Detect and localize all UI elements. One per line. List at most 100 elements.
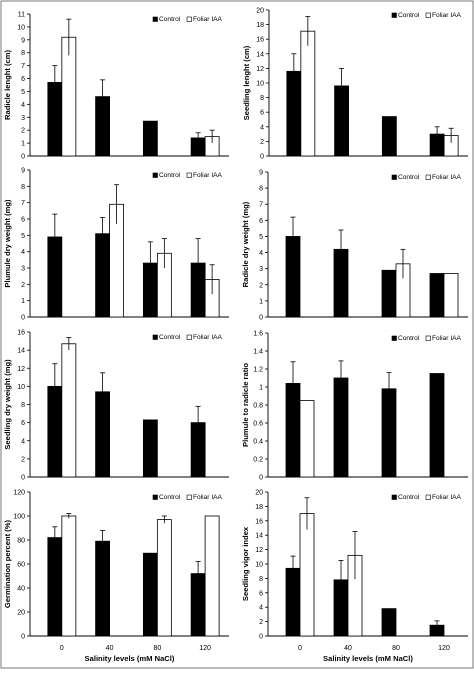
x-tick-label: 80 bbox=[153, 645, 161, 652]
bar-foliar bbox=[61, 515, 77, 637]
y-tick-label: 1 bbox=[21, 141, 25, 148]
legend-swatch-foliar bbox=[186, 334, 192, 340]
x-tick-label: 0 bbox=[60, 645, 64, 652]
y-tick-label: 6 bbox=[259, 590, 263, 597]
legend-label-control: Control bbox=[159, 334, 181, 341]
y-tick-label: 6 bbox=[259, 218, 263, 225]
x-axis-title: Salinity levels (mM NaCl) bbox=[85, 654, 175, 663]
chart-plumule-to-radicle-ratio: 0 0.2 0.4 0.6 0.8 1 1.2 1.4 1.6 Plumule to radicl… bbox=[241, 331, 468, 482]
y-tick-label: 3 bbox=[21, 115, 25, 122]
y-tick-label: 8 bbox=[259, 186, 263, 193]
legend-label-control: Control bbox=[159, 16, 181, 23]
y-axis-title: Radicle dry weight (mg) bbox=[241, 201, 250, 287]
y-tick-label: 0.2 bbox=[253, 457, 263, 464]
y-tick-label: 0 bbox=[260, 154, 264, 161]
y-tick-label: 16 bbox=[256, 37, 264, 44]
y-tick-label: 3 bbox=[21, 266, 25, 273]
y-tick-label: 100 bbox=[13, 514, 25, 521]
y-tick-label: 14 bbox=[17, 348, 25, 355]
y-tick-label: 8 bbox=[21, 50, 25, 57]
legend-swatch-foliar bbox=[186, 172, 192, 178]
bar-foliar bbox=[300, 30, 316, 157]
legend-label-foliar: Foliar IAA bbox=[193, 494, 223, 501]
y-tick-label: 7 bbox=[259, 202, 263, 209]
y-tick-label: 0.6 bbox=[253, 421, 263, 428]
y-tick-label: 0 bbox=[21, 475, 25, 482]
y-tick-label: 9 bbox=[259, 170, 263, 177]
y-tick-label: 4 bbox=[21, 249, 25, 256]
y-tick-label: 14 bbox=[255, 533, 263, 540]
chart-seedling-dry-weight: 0 2 4 6 8 10 12 14 16 Seedling dry weight (mg) Con… bbox=[3, 330, 229, 482]
legend-label-control: Control bbox=[398, 335, 420, 342]
y-tick-label: 2 bbox=[259, 619, 263, 626]
y-tick-label: 4 bbox=[21, 102, 25, 109]
y-tick-label: 12 bbox=[17, 366, 25, 373]
y-tick-label: 4 bbox=[259, 605, 263, 612]
legend-label-foliar: Foliar IAA bbox=[432, 12, 462, 19]
y-tick-label: 2 bbox=[21, 282, 25, 289]
legend-label-foliar: Foliar IAA bbox=[432, 335, 462, 342]
chart-radicle-dry-weight: 0 1 2 3 4 5 6 7 8 9 Radicle dry weight (mg) Control… bbox=[241, 170, 468, 322]
y-tick-label: 10 bbox=[256, 81, 264, 88]
y-tick-label: 8 bbox=[260, 95, 264, 102]
bar-foliar bbox=[156, 519, 172, 637]
y-axis-title: Germination percent (%) bbox=[3, 519, 12, 608]
chart-plumule-dry-weight: 0 1 2 3 4 5 6 7 8 9 Plumule dry weight (mg) Control… bbox=[3, 168, 229, 322]
legend-label-foliar: Foliar IAA bbox=[193, 172, 223, 179]
y-axis-title: Radicle lenght (cm) bbox=[3, 50, 12, 121]
bar-foliar bbox=[299, 400, 315, 478]
legend-label-control: Control bbox=[159, 172, 181, 179]
bar-foliar bbox=[443, 273, 459, 318]
y-tick-label: 18 bbox=[256, 22, 264, 29]
y-tick-label: 5 bbox=[21, 89, 25, 96]
legend-swatch-foliar bbox=[425, 494, 431, 500]
y-tick-label: 8 bbox=[259, 576, 263, 583]
y-tick-label: 1 bbox=[259, 298, 263, 305]
legend-swatch-control bbox=[152, 172, 158, 178]
bar-control bbox=[381, 116, 397, 157]
y-axis-title: Plumule dry weight (mg) bbox=[3, 199, 12, 288]
y-tick-label: 12 bbox=[255, 547, 263, 554]
y-tick-label: 9 bbox=[21, 168, 25, 175]
y-tick-label: 20 bbox=[256, 8, 264, 15]
bar-foliar bbox=[299, 513, 315, 637]
legend-label-foliar: Foliar IAA bbox=[432, 494, 462, 501]
bar-foliar bbox=[204, 515, 220, 637]
y-tick-label: 6 bbox=[21, 76, 25, 83]
y-tick-label: 2 bbox=[260, 139, 264, 146]
y-tick-label: 1.4 bbox=[253, 349, 263, 356]
y-tick-label: 16 bbox=[17, 330, 25, 337]
y-tick-label: 6 bbox=[21, 217, 25, 224]
y-tick-label: 8 bbox=[21, 402, 25, 409]
y-tick-label: 5 bbox=[259, 234, 263, 241]
legend-swatch-control bbox=[391, 494, 397, 500]
y-tick-label: 4 bbox=[260, 124, 264, 131]
y-tick-label: 80 bbox=[17, 538, 25, 545]
x-tick-label: 120 bbox=[199, 645, 211, 652]
legend-label-foliar: Foliar IAA bbox=[432, 174, 462, 181]
y-tick-label: 4 bbox=[21, 438, 25, 445]
legend-swatch-foliar bbox=[425, 174, 431, 180]
legend-swatch-foliar bbox=[186, 16, 192, 22]
y-axis-title: Seedling dry weight (mg) bbox=[3, 359, 12, 450]
y-tick-label: 6 bbox=[260, 110, 264, 117]
y-tick-label: 0.4 bbox=[253, 439, 263, 446]
legend-swatch-control bbox=[152, 334, 158, 340]
y-axis-title: Seedling vigor index bbox=[241, 526, 250, 601]
bar-control bbox=[429, 273, 445, 318]
y-tick-label: 3 bbox=[259, 266, 263, 273]
legend-swatch-control bbox=[152, 494, 158, 500]
y-tick-label: 0 bbox=[259, 634, 263, 641]
bar-control bbox=[95, 540, 110, 637]
legend-swatch-foliar bbox=[425, 12, 431, 18]
x-tick-label: 40 bbox=[106, 645, 114, 652]
y-tick-label: 0 bbox=[259, 475, 263, 482]
bar-control bbox=[381, 269, 397, 318]
legend-swatch-foliar bbox=[186, 494, 192, 500]
chart-seedling-length: 0 2 4 6 8 10 12 14 16 18 20 Seedling lenght (cm) Con… bbox=[242, 8, 468, 161]
y-tick-label: 120 bbox=[13, 490, 25, 497]
y-tick-label: 18 bbox=[255, 504, 263, 511]
